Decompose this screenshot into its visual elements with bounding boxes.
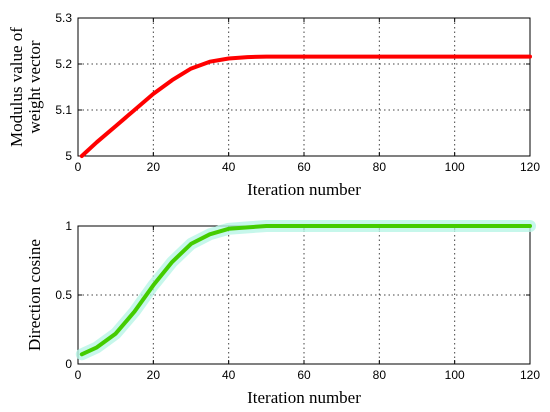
ticks: 0 20 40 60 80 100 120 0 0.5 1 — [55, 219, 540, 382]
data-point — [133, 310, 136, 314]
series-layer — [75, 220, 536, 361]
y-axis-label: Direction cosine — [25, 239, 44, 351]
x-tick-label: 100 — [445, 160, 465, 174]
y-tick-label: 5 — [65, 149, 72, 163]
x-axis-label: Iteration number — [247, 388, 361, 407]
y-axis-label-line2: weight vector — [25, 40, 44, 133]
data-point — [227, 56, 231, 60]
data-point — [264, 55, 268, 59]
data-point — [227, 227, 231, 231]
ticks: 0 20 40 60 80 100 120 5 5.1 5.2 5.3 — [55, 11, 540, 174]
y-axis-label-line1: Modulus value of — [7, 27, 26, 147]
x-tick-label: 60 — [297, 160, 311, 174]
data-point — [133, 108, 136, 112]
data-point — [528, 224, 532, 228]
data-point — [377, 224, 381, 228]
data-point — [453, 224, 457, 228]
y-tick-label: 5.3 — [55, 11, 72, 25]
data-point — [189, 242, 193, 246]
x-tick-label: 80 — [373, 160, 387, 174]
series-layer — [79, 54, 532, 158]
data-point — [114, 332, 118, 336]
data-point — [453, 55, 457, 59]
data-point — [95, 345, 99, 349]
data-point — [246, 55, 249, 59]
x-tick-label: 0 — [75, 368, 82, 382]
data-point — [264, 224, 268, 228]
x-axis-label: Iteration number — [247, 180, 361, 199]
y-tick-label: 0 — [65, 357, 72, 371]
y-tick-label: 5.2 — [55, 57, 72, 71]
data-point — [151, 283, 155, 287]
data-point — [170, 260, 174, 264]
x-tick-label: 120 — [520, 160, 540, 174]
data-point — [208, 60, 212, 64]
x-tick-label: 100 — [445, 368, 465, 382]
modulus-chart: 0 20 40 60 80 100 120 5 5.1 5.2 5.3 Iteration numb… — [7, 11, 540, 199]
x-tick-label: 80 — [373, 368, 387, 382]
y-tick-label: 1 — [65, 219, 72, 233]
data-point — [302, 224, 306, 228]
data-point — [377, 55, 381, 59]
grid — [78, 18, 530, 156]
x-tick-label: 20 — [147, 160, 161, 174]
data-point — [528, 55, 532, 59]
data-point — [114, 124, 118, 128]
x-tick-label: 0 — [75, 160, 82, 174]
x-tick-label: 40 — [222, 368, 236, 382]
x-tick-label: 120 — [520, 368, 540, 382]
data-point — [95, 140, 99, 144]
y-tick-label: 5.1 — [55, 103, 72, 117]
data-point — [80, 154, 84, 158]
data-point — [151, 92, 155, 96]
data-point — [189, 67, 193, 71]
data-point — [246, 225, 249, 229]
data-point — [170, 78, 174, 82]
x-tick-label: 40 — [222, 160, 236, 174]
x-tick-label: 20 — [147, 368, 161, 382]
data-point — [302, 55, 306, 59]
x-tick-label: 60 — [297, 368, 311, 382]
data-point — [80, 352, 84, 356]
y-tick-label: 0.5 — [55, 288, 72, 302]
direction-cosine-chart: 0 20 40 60 80 100 120 0 0.5 1 Iteration number Di… — [25, 219, 540, 407]
data-point — [208, 232, 212, 236]
